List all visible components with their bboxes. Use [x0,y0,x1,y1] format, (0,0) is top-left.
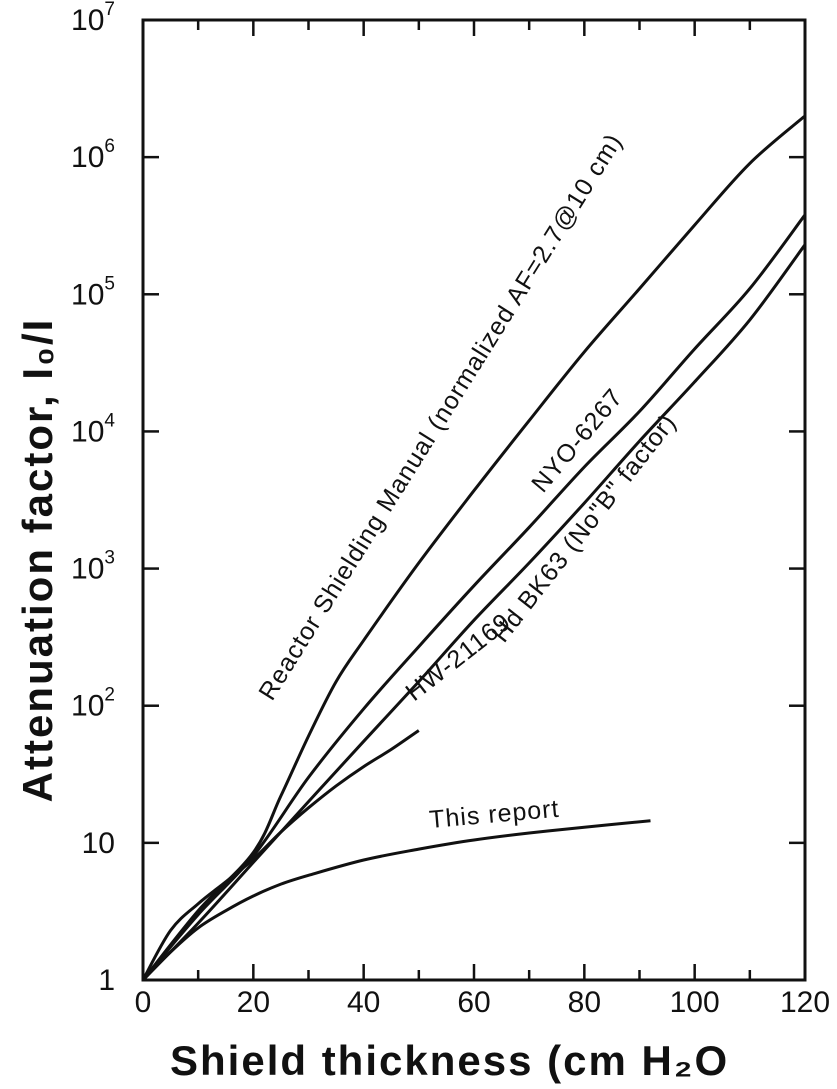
y-tick-label: 106 [71,136,115,174]
x-tick-label: 80 [568,986,601,1019]
curve-hw-21169 [141,729,420,981]
curve-label-hw-21169: HW-21169 [400,608,516,707]
plot-frame [141,18,807,982]
y-tick-label: 103 [71,548,115,586]
y-tick-label: 105 [71,273,115,311]
plot-border [141,18,807,982]
x-axis-title: Shield thickness (cm H₂O [170,1037,729,1084]
curve-label-reactor-shielding-manual: Reactor Shielding Manual (normalized AF=… [253,129,628,706]
y-tick-label: 104 [71,410,115,448]
y-tick-label: 1 [98,964,115,997]
x-tick-label: 60 [457,986,490,1019]
curve-hd-bk63 [141,243,807,982]
x-tick-label: 100 [670,986,720,1019]
x-tick-label: 120 [780,986,830,1019]
curve-label-this-report: This report [428,795,560,834]
curve-nyo-6267 [141,213,807,981]
y-tick-label: 102 [71,685,115,723]
y-tick-label: 107 [71,0,115,37]
axis-ticks [141,18,807,982]
curves [141,114,807,982]
x-tick-label: 20 [237,986,270,1019]
x-tick-label: 0 [135,986,152,1019]
curve-this-report [141,819,651,982]
x-tick-label: 40 [347,986,380,1019]
y-axis-title: Attenuation factor, I₀/I [14,318,61,803]
y-tick-label: 10 [82,827,115,860]
curve-reactor-shielding-manual [141,114,806,981]
tick-labels: 0 20 40 60 80 100 120 1 10 102 103 104 105 106 107 [71,0,830,1019]
